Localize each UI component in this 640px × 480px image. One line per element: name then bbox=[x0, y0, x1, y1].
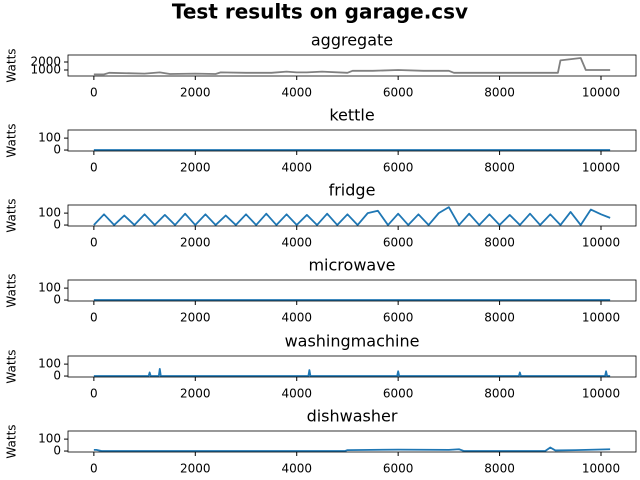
x-tick-label: 0 bbox=[90, 236, 98, 250]
x-tick-label: 0 bbox=[90, 161, 98, 175]
y-tick-label: 1000 bbox=[30, 63, 61, 77]
y-tick-label: 100 bbox=[38, 281, 61, 295]
x-tick-label: 4000 bbox=[281, 311, 312, 325]
subplot-title: aggregate bbox=[311, 31, 393, 50]
y-tick-label: 100 bbox=[38, 357, 61, 371]
x-tick-label: 8000 bbox=[484, 236, 515, 250]
x-tick-label: 2000 bbox=[180, 161, 211, 175]
x-tick-label: 2000 bbox=[180, 462, 211, 476]
x-tick-label: 0 bbox=[90, 387, 98, 401]
axes-frame bbox=[67, 430, 637, 453]
x-tick-label: 8000 bbox=[484, 86, 515, 100]
y-tick-label: 100 bbox=[38, 131, 61, 145]
y-tick-label: 100 bbox=[38, 206, 61, 220]
x-tick-label: 2000 bbox=[180, 86, 211, 100]
subplot-title: kettle bbox=[329, 106, 374, 125]
axes-frame bbox=[67, 355, 637, 378]
subplot-title: microwave bbox=[308, 256, 395, 275]
y-axis-label: Watts bbox=[5, 349, 19, 383]
y-axis-label: Watts bbox=[5, 123, 19, 157]
y-tick-label: 100 bbox=[38, 432, 61, 446]
x-tick-label: 6000 bbox=[383, 387, 414, 401]
x-tick-label: 0 bbox=[90, 86, 98, 100]
axes-frame bbox=[67, 129, 637, 152]
x-tick-label: 4000 bbox=[281, 387, 312, 401]
y-axis-label: Watts bbox=[5, 273, 19, 307]
x-tick-label: 0 bbox=[90, 311, 98, 325]
subplot-title: washingmachine bbox=[285, 332, 420, 351]
x-tick-label: 8000 bbox=[484, 387, 515, 401]
y-tick-label: 0 bbox=[53, 143, 61, 157]
x-tick-label: 0 bbox=[90, 462, 98, 476]
x-tick-label: 10000 bbox=[582, 236, 620, 250]
x-tick-label: 6000 bbox=[383, 236, 414, 250]
x-tick-label: 10000 bbox=[582, 311, 620, 325]
x-tick-label: 10000 bbox=[582, 387, 620, 401]
y-axis-label: Watts bbox=[5, 198, 19, 232]
x-tick-label: 8000 bbox=[484, 161, 515, 175]
y-tick-label: 0 bbox=[53, 293, 61, 307]
axes-frame bbox=[67, 54, 637, 77]
x-tick-label: 2000 bbox=[180, 236, 211, 250]
y-tick-label: 2000 bbox=[30, 55, 61, 69]
axes-frame bbox=[67, 279, 637, 302]
x-tick-label: 4000 bbox=[281, 462, 312, 476]
x-tick-label: 6000 bbox=[383, 311, 414, 325]
subplot-title: fridge bbox=[329, 181, 376, 200]
x-tick-label: 10000 bbox=[582, 462, 620, 476]
x-tick-label: 8000 bbox=[484, 311, 515, 325]
x-tick-label: 4000 bbox=[281, 86, 312, 100]
x-tick-label: 6000 bbox=[383, 86, 414, 100]
series-line bbox=[93, 446, 611, 452]
series-line bbox=[93, 206, 611, 226]
x-tick-label: 6000 bbox=[383, 462, 414, 476]
x-tick-label: 2000 bbox=[180, 311, 211, 325]
x-tick-label: 4000 bbox=[281, 161, 312, 175]
x-tick-label: 6000 bbox=[383, 161, 414, 175]
y-axis-label: Watts bbox=[5, 48, 19, 82]
y-axis-label: Watts bbox=[5, 424, 19, 458]
figure-title: Test results on garage.csv bbox=[172, 0, 468, 24]
axes-frame bbox=[67, 204, 637, 227]
x-tick-label: 10000 bbox=[582, 86, 620, 100]
series-line bbox=[93, 57, 611, 76]
x-tick-label: 8000 bbox=[484, 462, 515, 476]
y-tick-label: 0 bbox=[53, 444, 61, 458]
y-tick-label: 0 bbox=[53, 218, 61, 232]
subplot-title: dishwasher bbox=[307, 407, 398, 426]
x-tick-label: 4000 bbox=[281, 236, 312, 250]
x-tick-label: 2000 bbox=[180, 387, 211, 401]
series-line bbox=[93, 367, 611, 377]
y-tick-label: 0 bbox=[53, 369, 61, 383]
x-tick-label: 10000 bbox=[582, 161, 620, 175]
